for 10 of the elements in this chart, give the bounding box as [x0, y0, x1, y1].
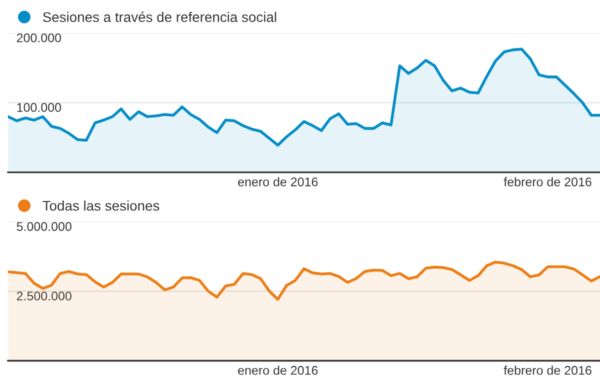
legend-label: Sesiones a través de referencia social [42, 12, 276, 22]
x-tick-label: enero de 2016 [238, 177, 318, 186]
x-tick-label: febrero de 2016 [504, 366, 592, 375]
y-tick-label: 5.000.000 [16, 222, 72, 231]
y-tick-label: 200.000 [16, 33, 62, 42]
y-tick-label: 2.500.000 [16, 292, 72, 300]
legend-label: Todas las sesiones [42, 200, 160, 211]
x-tick-label: febrero de 2016 [504, 177, 592, 186]
x-tick-label: enero de 2016 [238, 366, 318, 375]
y-tick-label: 100.000 [17, 103, 62, 112]
